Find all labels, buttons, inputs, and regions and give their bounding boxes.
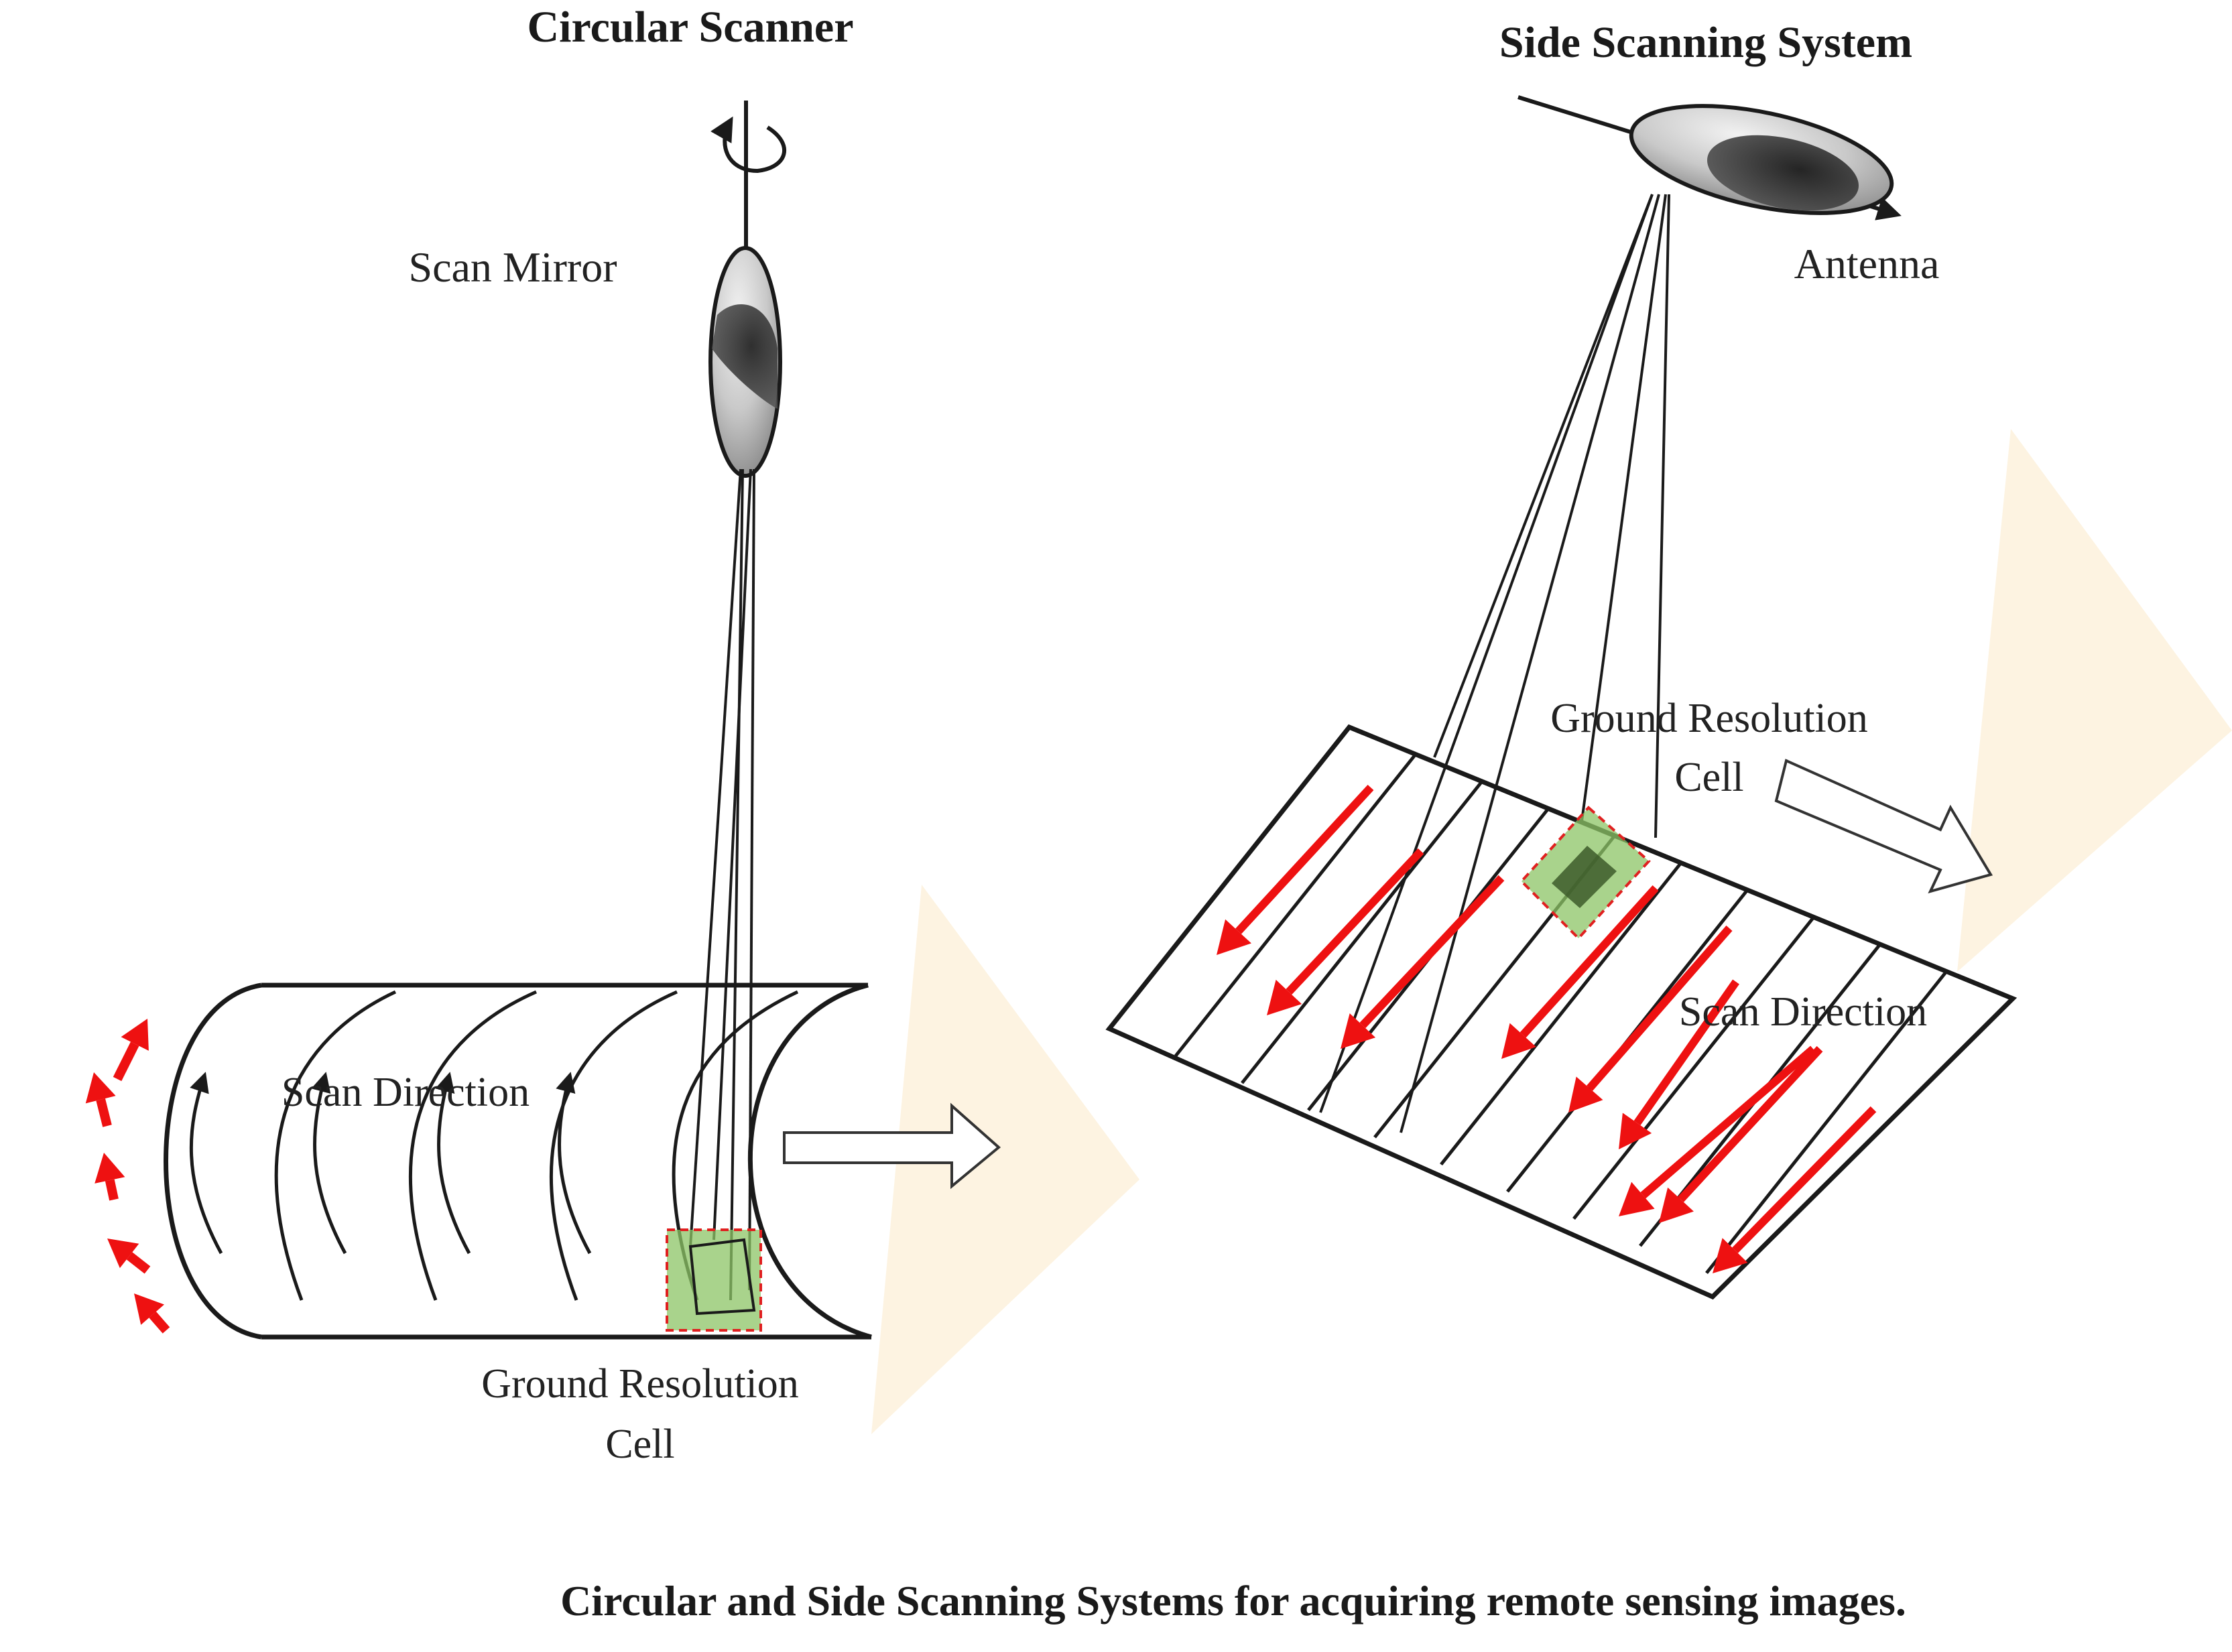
- red-rotation-arrow-1: [134, 1293, 170, 1334]
- ground-cell-label-left-line2: Cell: [605, 1421, 674, 1467]
- red-rotation-arrow-2: [107, 1238, 151, 1274]
- travel-arrow-left-icon: [783, 1102, 1001, 1190]
- red-scan-arrow-4: [1501, 885, 1659, 1059]
- red-scan-arrow-9: [1713, 1106, 1877, 1273]
- side-scanner-group: Side Scanning System Antenna Ground Reso…: [1105, 18, 2232, 1300]
- rotation-arrow-icon: [710, 116, 787, 174]
- figure-caption: Circular and Side Scanning Systems for a…: [560, 1577, 1906, 1625]
- travel-direction-triangle-right: [1957, 429, 2232, 972]
- red-scan-arrows: [1217, 784, 1877, 1273]
- scan-mirror-shadow: [712, 304, 778, 409]
- red-rotation-arrow-3: [95, 1153, 125, 1201]
- circular-beam-lines: [689, 468, 755, 1301]
- circular-scanner-group: Circular Scanner Scan Mirror Scan Direct…: [85, 3, 1139, 1467]
- scan-mirror-label: Scan Mirror: [408, 243, 617, 291]
- side-beam-lines: [1319, 194, 1670, 1133]
- red-scan-arrow-5: [1568, 926, 1733, 1113]
- cylinder-scan-lines: [189, 990, 799, 1301]
- antenna-label: Antenna: [1794, 240, 1940, 288]
- ground-cell-label-left-line1: Ground Resolution: [481, 1361, 799, 1407]
- red-scan-arrow-3: [1341, 875, 1505, 1049]
- red-scan-arrow-7: [1619, 1045, 1816, 1216]
- travel-arrow-right-icon: [1774, 759, 1993, 894]
- ground-cell-label-right-line1: Ground Resolution: [1550, 696, 1868, 741]
- red-scan-arrow-8: [1659, 1045, 1823, 1223]
- scan-direction-label-left: Scan Direction: [282, 1070, 530, 1115]
- swath-scan-line: [1241, 780, 1483, 1084]
- antenna-dish-shadow: [1707, 135, 1859, 211]
- ground-cell-label-right-line2: Cell: [1674, 755, 1743, 800]
- red-rotation-arrow-4: [85, 1072, 116, 1127]
- red-rotation-arrows: [85, 1019, 170, 1334]
- ground-cell-inner-right: [1552, 846, 1617, 908]
- travel-direction-triangle-left: [871, 885, 1139, 1434]
- scan-direction-label-right: Scan Direction: [1679, 989, 1927, 1035]
- red-scan-arrow-1: [1217, 784, 1374, 955]
- red-scan-arrow-6: [1619, 979, 1739, 1149]
- ground-cell-inner-left: [688, 1238, 756, 1316]
- swath-scan-line: [1440, 861, 1682, 1166]
- side-scanning-title: Side Scanning System: [1499, 18, 1912, 67]
- swath-scan-line: [1572, 915, 1815, 1220]
- cylinder-swath: [164, 982, 872, 1340]
- swath-scan-line: [1174, 753, 1417, 1058]
- circular-scanner-title: Circular Scanner: [527, 3, 853, 52]
- red-scan-arrow-2: [1267, 848, 1424, 1015]
- red-rotation-arrow-5: [113, 1019, 149, 1082]
- ground-swath-right: [1105, 724, 2018, 1300]
- swath-scan-line: [1705, 970, 1948, 1275]
